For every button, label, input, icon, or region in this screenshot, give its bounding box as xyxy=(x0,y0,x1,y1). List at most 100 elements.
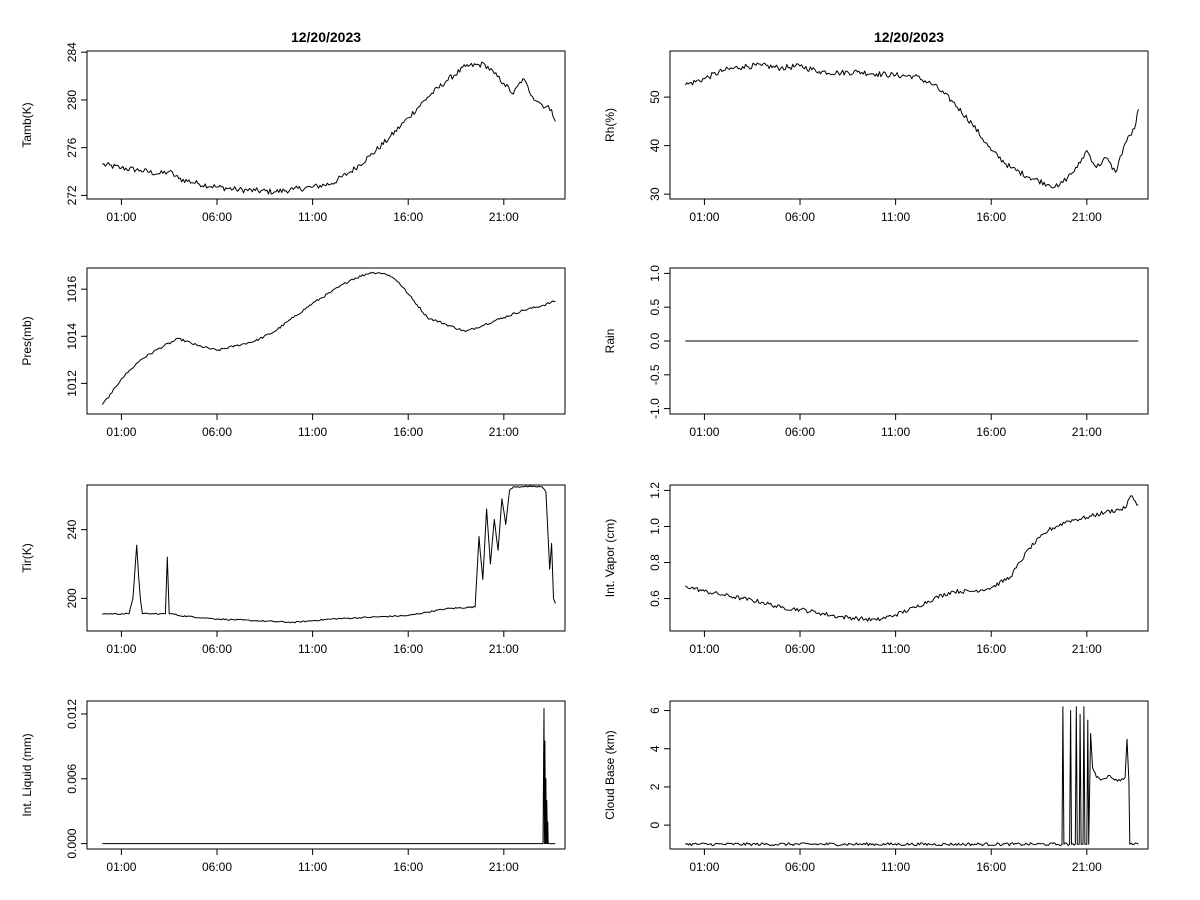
y-tick-label: 0.0 xyxy=(648,332,662,349)
x-tick-label: 01:00 xyxy=(106,210,136,224)
y-tick-label: 40 xyxy=(648,139,662,153)
plot-frame xyxy=(669,50,1149,200)
x-tick-label: 16:00 xyxy=(976,425,1006,439)
y-tick-label: 0.5 xyxy=(648,299,662,316)
x-tick-label: 01:00 xyxy=(689,642,719,656)
y-tick-label: 1014 xyxy=(65,323,79,350)
x-tick-label: 11:00 xyxy=(298,210,327,224)
x-tick-label: 06:00 xyxy=(202,860,232,874)
x-tick-label: 06:00 xyxy=(785,860,815,874)
y-tick-label: 200 xyxy=(65,588,79,608)
plot-frame xyxy=(669,700,1149,850)
x-tick-label: 16:00 xyxy=(393,210,423,224)
y-tick-label: 0.012 xyxy=(65,699,79,729)
x-tick-label: 21:00 xyxy=(489,642,519,656)
y-axis-label: Tir(K) xyxy=(20,543,34,573)
x-tick-label: 16:00 xyxy=(393,425,423,439)
y-tick-label: 1.2 xyxy=(648,482,662,499)
y-tick-label: 0.6 xyxy=(648,590,662,607)
plot-frame xyxy=(86,484,566,632)
x-tick-label: 21:00 xyxy=(1072,642,1102,656)
y-tick-label: 1012 xyxy=(65,370,79,397)
x-tick-label: 11:00 xyxy=(298,860,327,874)
y-tick-label: 280 xyxy=(65,90,79,110)
series-line-int-vapor xyxy=(685,495,1139,622)
series-line-pres xyxy=(101,271,556,405)
x-tick-label: 11:00 xyxy=(881,860,910,874)
y-tick-label: 272 xyxy=(65,185,79,205)
y-tick-label: 0.006 xyxy=(65,763,79,793)
series-line-rh xyxy=(684,62,1139,189)
y-axis-label: Cloud Base (km) xyxy=(603,730,617,819)
y-axis-label: Tamb(K) xyxy=(20,102,34,147)
x-tick-label: 11:00 xyxy=(881,642,910,656)
y-tick-label: 0 xyxy=(648,821,662,828)
panel-title: 12/20/2023 xyxy=(874,29,944,45)
plot-frame xyxy=(86,50,566,200)
panel-title: 12/20/2023 xyxy=(291,29,361,45)
panel-6: 01:00 06:00 11:00 16:00 21:00 0.6 0.8 1.0 1.2 Int… xyxy=(603,482,1149,656)
x-tick-label: 16:00 xyxy=(976,210,1006,224)
y-tick-label: -1.0 xyxy=(648,398,662,419)
x-tick-label: 21:00 xyxy=(1072,210,1102,224)
y-tick-label: 1016 xyxy=(65,276,79,303)
x-tick-label: 11:00 xyxy=(881,210,910,224)
y-tick-label: 4 xyxy=(648,745,662,752)
x-tick-label: 01:00 xyxy=(106,860,136,874)
panel-2: 12/20/2023 01:00 06:00 11:00 16:00 21:00 30 40 5… xyxy=(603,29,1149,224)
x-tick-label: 06:00 xyxy=(785,642,815,656)
panel-8: 01:00 06:00 11:00 16:00 21:00 0 2 4 6 Cloud Base … xyxy=(603,700,1149,874)
y-tick-label: 276 xyxy=(65,137,79,157)
y-tick-label: 240 xyxy=(65,519,79,539)
y-axis-label: Rh(%) xyxy=(603,108,617,142)
x-tick-label: 21:00 xyxy=(489,860,519,874)
x-tick-label: 06:00 xyxy=(202,425,232,439)
y-tick-label: -0.5 xyxy=(648,364,662,385)
x-tick-label: 16:00 xyxy=(976,860,1006,874)
x-tick-label: 11:00 xyxy=(881,425,910,439)
x-tick-label: 16:00 xyxy=(393,642,423,656)
y-tick-label: 6 xyxy=(648,707,662,714)
plot-frame xyxy=(669,484,1149,632)
x-tick-label: 21:00 xyxy=(1072,425,1102,439)
y-tick-label: 0.000 xyxy=(65,828,79,858)
x-tick-label: 06:00 xyxy=(785,425,815,439)
panel-7: 01:00 06:00 11:00 16:00 21:00 0.000 0.006 0.012… xyxy=(20,699,566,874)
x-tick-label: 11:00 xyxy=(298,425,327,439)
y-axis-label: Pres(mb) xyxy=(20,316,34,365)
x-tick-label: 06:00 xyxy=(202,210,232,224)
y-axis-label: Rain xyxy=(603,329,617,354)
x-tick-label: 06:00 xyxy=(785,210,815,224)
series-line-int-liquid xyxy=(102,708,556,845)
panel-1: 12/20/2023 01:00 06:00 11:00 16:00 21:00 272 27… xyxy=(20,29,566,224)
y-tick-label: 2 xyxy=(648,783,662,790)
x-tick-label: 16:00 xyxy=(393,860,423,874)
x-tick-label: 01:00 xyxy=(689,210,719,224)
y-axis-label: Int. Liquid (mm) xyxy=(20,733,34,816)
y-axis-label: Int. Vapor (cm) xyxy=(603,519,617,597)
plot-frame xyxy=(86,700,566,850)
series-line-tir xyxy=(102,485,556,624)
x-tick-label: 01:00 xyxy=(689,860,719,874)
x-tick-label: 06:00 xyxy=(202,642,232,656)
y-tick-label: 50 xyxy=(648,90,662,104)
panel-5: 01:00 06:00 11:00 16:00 21:00 200 240 Tir(K) xyxy=(20,484,566,656)
y-tick-label: 0.8 xyxy=(648,554,662,571)
x-tick-label: 01:00 xyxy=(106,642,136,656)
x-tick-label: 01:00 xyxy=(689,425,719,439)
panel-4: 01:00 06:00 11:00 16:00 21:00 -1.0 -0.5 0.0 0.5 1… xyxy=(603,265,1149,439)
x-tick-label: 21:00 xyxy=(489,210,519,224)
plot-frame xyxy=(86,267,566,415)
y-tick-label: 1.0 xyxy=(648,265,662,282)
series-line-tamb xyxy=(102,61,556,195)
y-tick-label: 284 xyxy=(65,42,79,62)
x-tick-label: 16:00 xyxy=(976,642,1006,656)
panel-3: 01:00 06:00 11:00 16:00 21:00 1012 1014 1016 Pre… xyxy=(20,267,566,439)
y-tick-label: 30 xyxy=(648,187,662,201)
x-tick-label: 21:00 xyxy=(1072,860,1102,874)
y-tick-label: 1.0 xyxy=(648,518,662,535)
series-line-cloud-base xyxy=(685,706,1139,847)
x-tick-label: 01:00 xyxy=(106,425,136,439)
